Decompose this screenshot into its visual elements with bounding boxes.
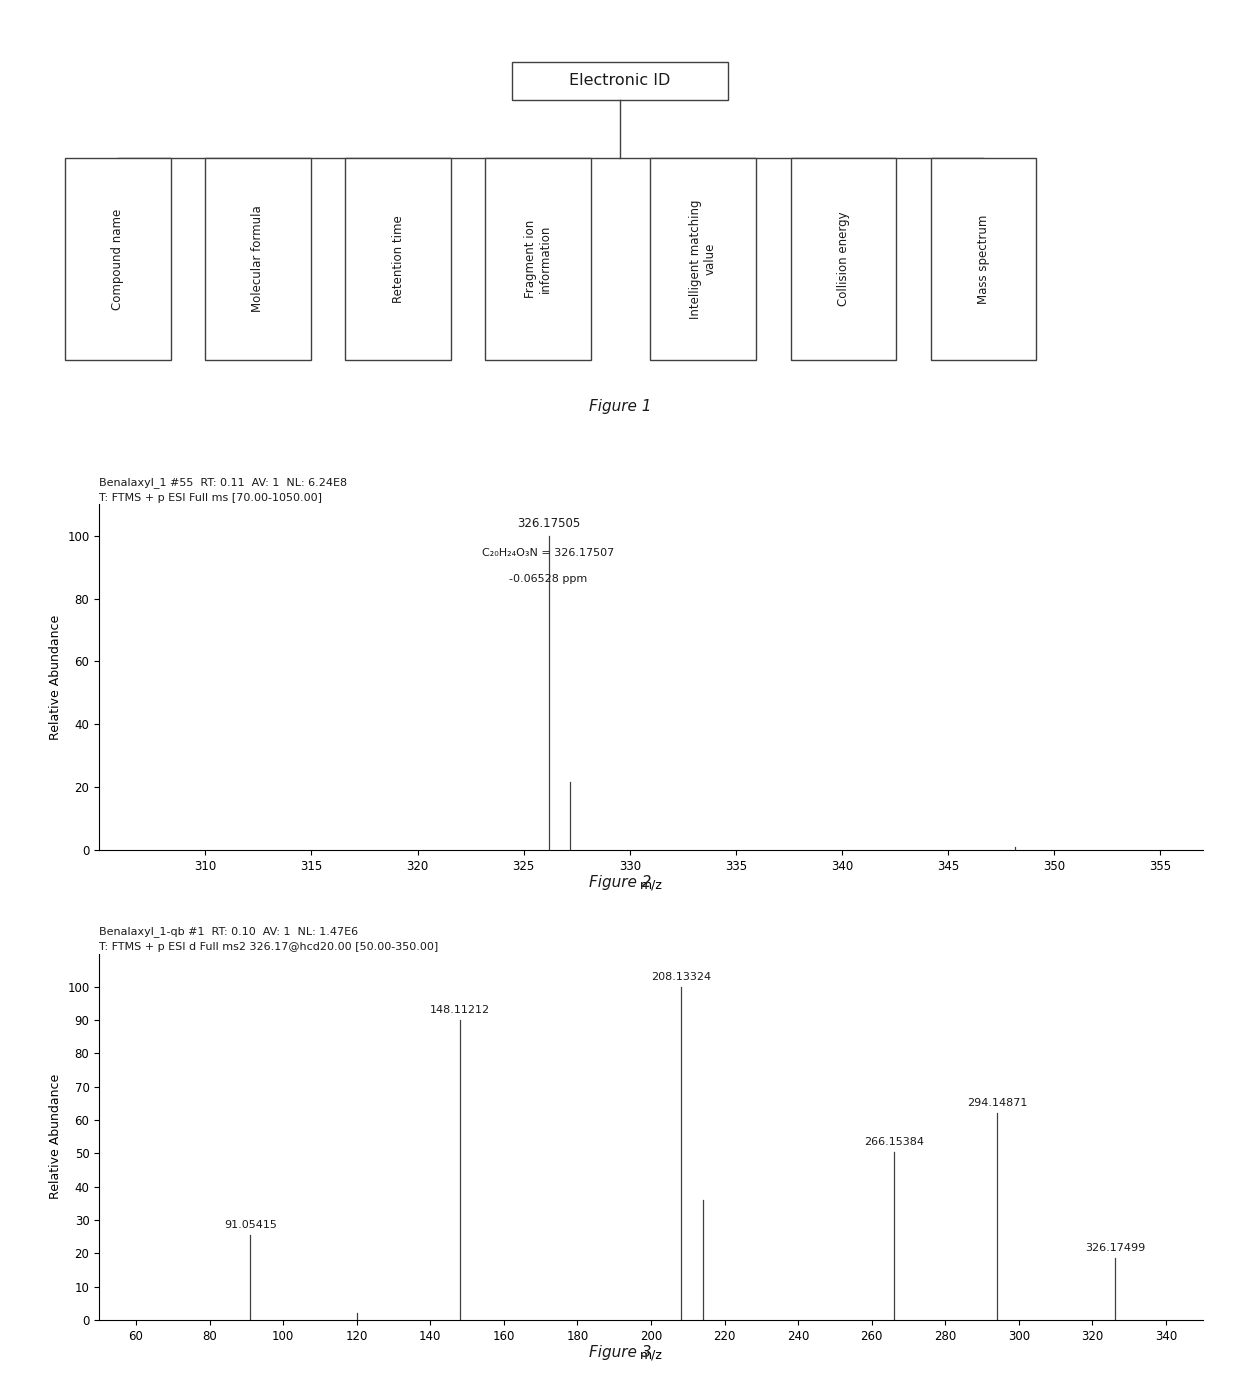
Bar <box>64 159 171 359</box>
X-axis label: m/z: m/z <box>640 1347 662 1361</box>
Bar <box>511 62 728 101</box>
Bar <box>791 159 895 359</box>
Text: Figure 3: Figure 3 <box>589 1345 651 1360</box>
Text: 266.15384: 266.15384 <box>864 1136 924 1147</box>
Y-axis label: Relative Abundance: Relative Abundance <box>48 1074 62 1200</box>
Text: 294.14871: 294.14871 <box>967 1099 1028 1108</box>
Text: 91.05415: 91.05415 <box>223 1220 277 1230</box>
Text: Figure 1: Figure 1 <box>589 399 651 413</box>
Y-axis label: Relative Abundance: Relative Abundance <box>48 615 62 739</box>
Text: Collision energy: Collision energy <box>837 211 849 307</box>
Text: Molecular formula: Molecular formula <box>252 206 264 312</box>
Text: Intelligent matching
value: Intelligent matching value <box>689 199 717 319</box>
Text: Fragment ion
information: Fragment ion information <box>525 220 552 299</box>
Text: 208.13324: 208.13324 <box>651 972 711 981</box>
Text: 148.11212: 148.11212 <box>430 1005 490 1016</box>
Bar <box>930 159 1037 359</box>
Bar <box>486 159 591 359</box>
Text: Retention time: Retention time <box>392 216 404 303</box>
Text: T: FTMS + p ESI Full ms [70.00-1050.00]: T: FTMS + p ESI Full ms [70.00-1050.00] <box>99 493 322 503</box>
Bar <box>650 159 755 359</box>
Text: -0.06528 ppm: -0.06528 ppm <box>510 574 588 583</box>
Text: Mass spectrum: Mass spectrum <box>977 214 990 304</box>
Text: Figure 2: Figure 2 <box>589 875 651 890</box>
X-axis label: m/z: m/z <box>640 878 662 891</box>
Bar <box>205 159 310 359</box>
Text: T: FTMS + p ESI d Full ms2 326.17@hcd20.00 [50.00-350.00]: T: FTMS + p ESI d Full ms2 326.17@hcd20.… <box>99 943 439 952</box>
Bar <box>345 159 451 359</box>
Text: Benalaxyl_1-qb #1  RT: 0.10  AV: 1  NL: 1.47E6: Benalaxyl_1-qb #1 RT: 0.10 AV: 1 NL: 1.4… <box>99 926 358 937</box>
Text: 326.17499: 326.17499 <box>1085 1244 1146 1253</box>
Text: C₂₀H₂₄O₃N = 326.17507: C₂₀H₂₄O₃N = 326.17507 <box>482 549 615 558</box>
Text: Electronic ID: Electronic ID <box>569 73 671 88</box>
Text: Benalaxyl_1 #55  RT: 0.11  AV: 1  NL: 6.24E8: Benalaxyl_1 #55 RT: 0.11 AV: 1 NL: 6.24E… <box>99 477 347 488</box>
Text: Compound name: Compound name <box>112 209 124 310</box>
Text: 326.17505: 326.17505 <box>517 517 580 529</box>
